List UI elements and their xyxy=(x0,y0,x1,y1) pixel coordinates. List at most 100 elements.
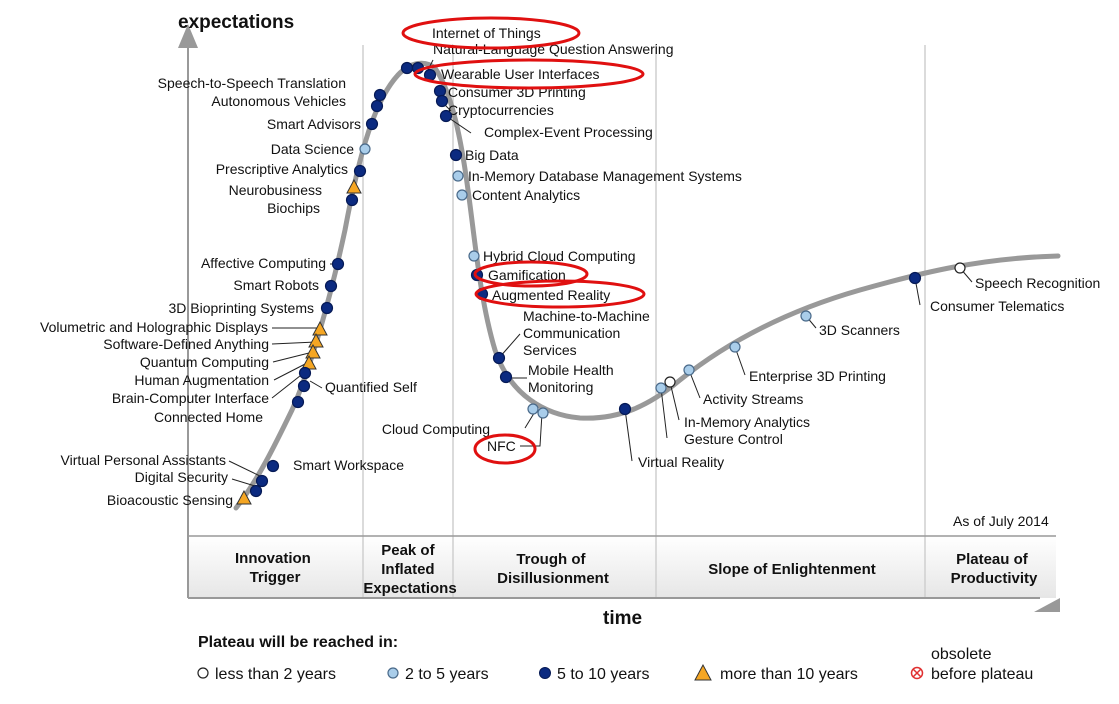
highlight-wearable-user-interfaces xyxy=(413,58,645,90)
connector xyxy=(520,412,543,447)
highlight-gamification xyxy=(473,260,589,288)
marker-complex-event-processing xyxy=(439,109,453,123)
phase-slope: Slope of Enlightenment xyxy=(708,561,876,578)
marker-activity-streams xyxy=(683,364,695,376)
label-3d-scanners: 3D Scanners xyxy=(819,322,900,338)
connector xyxy=(669,381,680,421)
marker-quantum-computing xyxy=(305,343,321,359)
legend-label-obsolete-line1: obsolete xyxy=(931,646,992,663)
legend-marker-5to10 xyxy=(539,667,551,679)
label-mobile-health-monitoring: Mobile Health Monitoring xyxy=(528,362,614,395)
connector xyxy=(624,408,633,462)
label-affective-computing: Affective Computing xyxy=(201,255,326,271)
label-in-memory-analytics: In-Memory Analytics xyxy=(684,414,810,430)
phase-plateau: Plateau of Productivity xyxy=(951,551,1038,587)
label-virtual-personal-assistants: Virtual Personal Assistants xyxy=(61,452,227,468)
label-speech-recognition: Speech Recognition xyxy=(975,275,1100,291)
phase-innovation-trigger-line1: Innovation xyxy=(235,550,311,567)
phase-peak: Peak of Inflated Expectations xyxy=(363,542,456,597)
legend-label-lt2: less than 2 years xyxy=(215,666,336,683)
label-digital-security: Digital Security xyxy=(135,469,228,485)
label-machine-to-machine-communication-services: Machine-to-Machine Communication Services xyxy=(523,308,650,358)
marker-prescriptive-analytics xyxy=(353,164,367,178)
label-content-analytics: Content Analytics xyxy=(472,187,580,203)
obsolete-icon xyxy=(910,666,924,680)
label-enterprise-3d-printing: Enterprise 3D Printing xyxy=(749,368,886,384)
marker-machine-to-machine-communication-services xyxy=(492,351,506,365)
highlight-nfc xyxy=(473,433,537,465)
label-prescriptive-analytics: Prescriptive Analytics xyxy=(216,161,348,177)
label-cryptocurrencies: Cryptocurrencies xyxy=(448,102,554,118)
label-smart-advisors: Smart Advisors xyxy=(267,116,361,132)
phase-trough: Trough of Disillusionment xyxy=(497,551,609,587)
marker-autonomous-vehicles xyxy=(370,99,384,113)
label-virtual-reality: Virtual Reality xyxy=(638,454,724,470)
connector xyxy=(309,380,323,389)
marker-connected-home xyxy=(291,395,305,409)
connector xyxy=(272,351,314,363)
obsolete-icon-cross-b xyxy=(912,668,922,678)
label-autonomous-vehicles: Autonomous Vehicles xyxy=(211,93,346,109)
label-consumer-telematics: Consumer Telematics xyxy=(930,298,1064,314)
label-bioacoustic-sensing: Bioacoustic Sensing xyxy=(107,492,233,508)
label-volumetric-and-holographic-displays: Volumetric and Holographic Displays xyxy=(40,319,268,335)
marker-3d-bioprinting-systems xyxy=(320,301,334,315)
marker-nfc xyxy=(537,407,549,419)
phase-peak-line1: Peak of xyxy=(381,542,435,559)
marker-cryptocurrencies xyxy=(435,94,449,108)
label-speech-to-speech-translation: Speech-to-Speech Translation xyxy=(158,75,346,91)
label-hybrid-cloud-computing: Hybrid Cloud Computing xyxy=(483,248,636,264)
marker-digital-security xyxy=(249,484,263,498)
marker-affective-computing xyxy=(331,257,345,271)
label-mobile-health-monitoring-line1: Mobile Health xyxy=(528,362,614,378)
marker-speech-recognition xyxy=(954,262,966,274)
marker-cloud-computing xyxy=(527,403,539,415)
phase-peak-line2: Inflated xyxy=(381,561,434,578)
label-internet-of-things: Internet of Things xyxy=(432,25,541,41)
label-machine-to-machine-communication-services-line2: Communication xyxy=(523,325,620,341)
marker-content-analytics xyxy=(456,189,468,201)
legend-marker-gt10 xyxy=(694,663,712,681)
marker-gesture-control xyxy=(655,382,667,394)
connector xyxy=(271,341,317,345)
label-biochips: Biochips xyxy=(267,200,320,216)
label-quantified-self: Quantified Self xyxy=(325,379,417,395)
connector xyxy=(228,460,263,478)
marker-biochips xyxy=(345,193,359,207)
phase-innovation-trigger-line2: Trigger xyxy=(250,569,301,586)
label-connected-home: Connected Home xyxy=(154,409,263,425)
y-axis-title: expectations xyxy=(178,12,294,33)
phase-labels: Innovation Trigger Peak of Inflated Expe… xyxy=(235,542,1038,597)
connector-lines xyxy=(228,59,973,487)
marker-virtual-personal-assistants xyxy=(255,474,269,488)
label-smart-workspace: Smart Workspace xyxy=(293,457,404,473)
marker-mobile-health-monitoring xyxy=(499,370,513,384)
marker-bioacoustic-sensing xyxy=(236,489,252,505)
label-complex-event-processing: Complex-Event Processing xyxy=(484,124,653,140)
label-nfc: NFC xyxy=(487,438,516,454)
marker-consumer-telematics xyxy=(908,271,922,285)
highlight-augmented-reality xyxy=(474,279,646,309)
legend: Plateau will be reached in: less than 2 … xyxy=(197,634,1033,683)
legend-title: Plateau will be reached in: xyxy=(198,634,398,651)
label-big-data: Big Data xyxy=(465,147,519,163)
legend-label-gt10: more than 10 years xyxy=(720,666,858,683)
label-brain-computer-interface: Brain-Computer Interface xyxy=(112,390,269,406)
marker-smart-workspace xyxy=(266,459,280,473)
marker-neurobusiness xyxy=(346,178,362,194)
label-gesture-control: Gesture Control xyxy=(684,431,783,447)
phase-plateau-line1: Plateau of xyxy=(956,551,1029,568)
axes xyxy=(178,24,1060,612)
connector xyxy=(271,371,306,399)
marker-big-data xyxy=(449,148,463,162)
label-machine-to-machine-communication-services-line1: Machine-to-Machine xyxy=(523,308,650,324)
label-cloud-computing: Cloud Computing xyxy=(382,421,490,437)
legend-label-5to10: 5 to 10 years xyxy=(557,666,650,683)
phase-dividers xyxy=(362,45,926,598)
label-neurobusiness: Neurobusiness xyxy=(229,182,322,198)
label-gamification: Gamification xyxy=(488,267,566,283)
y-axis-arrow xyxy=(178,24,198,48)
legend-marker-lt2 xyxy=(197,667,209,679)
label-mobile-health-monitoring-line2: Monitoring xyxy=(528,379,593,395)
